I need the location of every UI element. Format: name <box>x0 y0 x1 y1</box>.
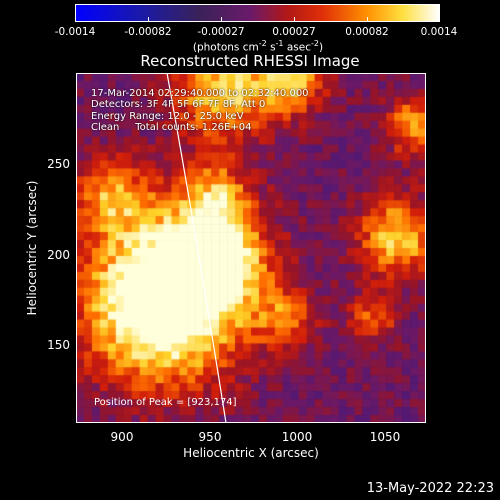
colorbar-tick <box>294 17 295 22</box>
colorbar-tick-label: -0.0014 <box>54 26 96 38</box>
colorbar-tick-label: 0.00082 <box>345 26 389 38</box>
info-energy: Energy Range: 12.0 - 25.0 keV <box>91 111 244 122</box>
x-tick-label: 950 <box>198 430 222 444</box>
solar-limb-line <box>166 73 227 423</box>
timestamp: 13-May-2022 22:23 <box>366 481 494 496</box>
peak-position: Position of Peak = [923,174] <box>94 397 237 408</box>
colorbar <box>75 4 440 22</box>
solar-limb <box>166 73 227 423</box>
colorbar-tick <box>367 17 368 22</box>
info-time: 17-Mar-2014 02:29:40.000 to 02:32:40.000 <box>91 88 309 99</box>
y-tick-label: 200 <box>47 248 70 262</box>
y-axis-label: Heliocentric Y (arcsec) <box>25 180 39 316</box>
colorbar-tick-label: -0.00082 <box>124 26 172 38</box>
x-tick-label: 900 <box>110 430 134 444</box>
info-detectors: Detectors: 3F 4F 5F 6F 7F 8F, Att 0 <box>91 99 266 110</box>
colorbar-tick <box>75 17 76 22</box>
x-tick-label: 1000 <box>281 430 313 444</box>
colorbar-tick-label: -0.00027 <box>197 26 245 38</box>
plot-title: Reconstructed RHESSI Image <box>140 52 360 70</box>
colorbar-tick <box>221 17 222 22</box>
info-clean: Clean Total counts: 1.26E+04 <box>91 122 252 133</box>
colorbar-gradient <box>76 5 439 21</box>
y-tick-label: 250 <box>47 157 70 171</box>
x-tick-label: 1050 <box>369 430 401 444</box>
rhessi-image <box>76 73 426 423</box>
colorbar-tick-label: 0.0014 <box>420 26 458 38</box>
colorbar-tick-label: 0.00027 <box>272 26 316 38</box>
heatmap-canvas <box>76 73 426 423</box>
x-axis-label: Heliocentric X (arcsec) <box>183 446 319 460</box>
colorbar-tick <box>439 17 440 22</box>
y-tick-label: 150 <box>47 338 70 352</box>
colorbar-units: (photons cm-2 s-1 asec-2) <box>192 39 324 54</box>
colorbar-tick <box>148 17 149 22</box>
